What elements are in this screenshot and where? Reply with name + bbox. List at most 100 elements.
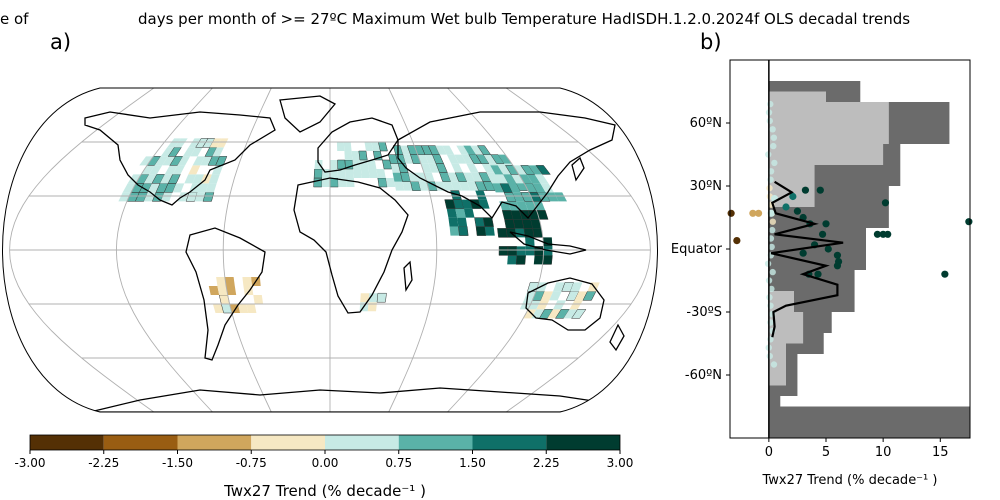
zonal-point	[733, 237, 741, 245]
trend-cell	[448, 217, 459, 227]
trend-cell	[461, 154, 474, 164]
graticule-lon-60	[388, 88, 438, 412]
asia-outline	[397, 111, 616, 220]
trend-cell	[336, 142, 345, 151]
trend-cell	[122, 183, 136, 193]
trend-cell	[160, 192, 173, 202]
south-america-outline	[185, 227, 266, 361]
trend-cell	[190, 147, 203, 157]
trend-cell	[246, 304, 257, 313]
trend-cell	[434, 181, 446, 191]
trend-cell	[491, 183, 505, 193]
europe-outline	[317, 117, 399, 173]
trend-cell	[463, 145, 477, 155]
north-america-outline	[84, 111, 276, 206]
trend-cell	[523, 309, 537, 319]
graticule-lon--120	[115, 88, 213, 412]
trend-cell	[463, 172, 475, 182]
colorbar-tick-label: -0.75	[236, 456, 267, 470]
trend-cell	[162, 156, 176, 166]
japan-outline	[571, 156, 585, 182]
graticule-lon--60	[222, 88, 272, 412]
map-panel	[2, 87, 658, 413]
trend-cell	[377, 177, 388, 188]
trend-cell	[482, 217, 494, 227]
zonal-point-faint	[766, 352, 773, 360]
trend-cell	[381, 159, 393, 170]
trend-cell	[394, 181, 405, 191]
zonal-point	[814, 270, 822, 278]
trend-cell	[446, 208, 458, 218]
zonal-point	[833, 251, 842, 259]
trend-cell	[533, 255, 544, 265]
trend-cell	[547, 309, 562, 319]
trend-cell	[160, 174, 173, 184]
trend-cell	[528, 165, 543, 175]
trend-cell	[216, 277, 227, 286]
trend-cell	[217, 286, 228, 295]
trend-cell	[553, 192, 567, 202]
trend-cell	[208, 286, 220, 295]
zonal-point-faint	[769, 126, 776, 133]
trend-cell	[212, 304, 224, 313]
trend-cell	[540, 291, 554, 301]
trend-cell	[139, 156, 154, 166]
colorbar-swatch	[251, 435, 325, 450]
trend-cell	[253, 295, 264, 304]
trend-cell	[371, 142, 381, 151]
trend-cell	[368, 169, 378, 178]
trend-cell	[313, 168, 323, 179]
indonesia-outline	[509, 231, 587, 255]
zonal-point-faint	[768, 243, 775, 251]
trend-cell	[200, 156, 213, 166]
trend-cell	[484, 226, 495, 236]
trend-cell	[553, 282, 565, 292]
zonal-point	[749, 209, 757, 217]
trend-cell	[463, 208, 475, 218]
zonal-point	[789, 192, 797, 201]
trend-cell	[563, 309, 578, 319]
colorbar-tick-label: 0.75	[385, 456, 412, 470]
panel-a-label: a)	[50, 30, 72, 54]
trend-cell	[470, 172, 483, 182]
colorbar-tick-label: 3.00	[607, 456, 634, 470]
trend-cell	[450, 181, 463, 191]
y-tick-label: Equator	[671, 242, 723, 257]
trend-cell	[423, 172, 435, 182]
trend-cell	[507, 255, 517, 265]
trend-cell	[442, 145, 455, 155]
graticule-lon--180	[9, 88, 155, 412]
trend-cell	[535, 165, 551, 175]
trend-cell	[498, 154, 512, 164]
trend-cell	[154, 156, 169, 166]
trend-cell	[446, 154, 459, 164]
trend-cell	[226, 286, 237, 295]
zonal-point-faint	[768, 285, 775, 293]
trend-cell	[360, 293, 370, 303]
zonal-point	[965, 218, 973, 226]
trend-cell	[216, 138, 229, 148]
trend-cell	[177, 156, 191, 166]
trend-cell	[490, 165, 504, 175]
colorbar-tick-label: -2.25	[88, 456, 119, 470]
figure-title: days per month of >= 27ºC Maximum Wet bu…	[138, 10, 911, 28]
histogram-bar-dark	[768, 396, 781, 407]
trend-cell	[526, 174, 541, 184]
trend-cell	[571, 309, 587, 319]
trend-cell	[451, 163, 463, 173]
histogram-bar-light	[768, 102, 889, 144]
trend-cell	[530, 219, 542, 229]
trend-cell	[367, 302, 377, 312]
trend-cell	[321, 178, 330, 187]
trend-cell	[552, 300, 567, 310]
trend-cell	[209, 138, 222, 148]
trend-cell	[345, 169, 354, 178]
zonal-point-faint	[767, 100, 774, 108]
trend-cell	[487, 174, 500, 184]
trend-cell	[197, 183, 209, 193]
trend-cell	[212, 147, 224, 157]
trend-cell	[495, 174, 509, 184]
trend-cell	[172, 183, 185, 193]
colorbar-tick-label: 1.50	[459, 456, 486, 470]
trend-cell	[358, 150, 368, 161]
